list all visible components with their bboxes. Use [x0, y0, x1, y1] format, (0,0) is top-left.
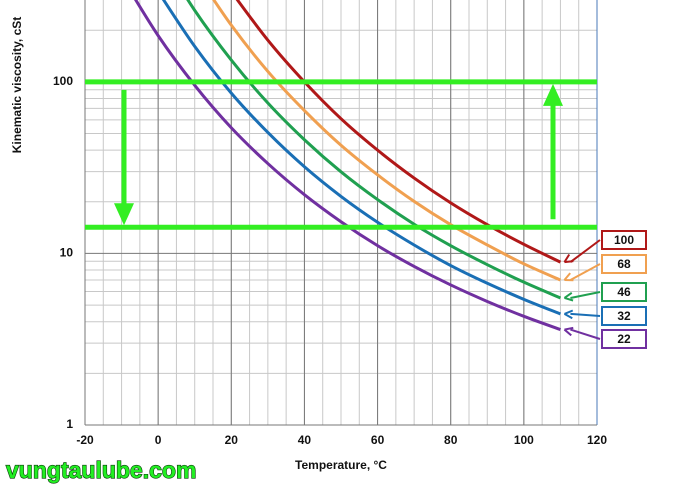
- y-tick-label: 1: [66, 417, 73, 431]
- x-tick-label: 120: [587, 433, 607, 447]
- y-tick-label: 10: [60, 246, 74, 260]
- legend-box: [601, 282, 647, 302]
- legend-box: [601, 230, 647, 250]
- legend-box: [601, 306, 647, 326]
- legend-pointer: [570, 312, 601, 317]
- arrow-head: [114, 203, 134, 226]
- overlay: 100 68 46 32 22: [85, 79, 647, 349]
- x-tick-label: -20: [76, 433, 94, 447]
- viscosity-curve: [134, 0, 561, 331]
- legend-pointer: [570, 328, 601, 340]
- legend-pointer-head: [563, 291, 574, 302]
- y-tick-label: 100: [53, 74, 73, 88]
- watermark: vungtaulube.com: [6, 457, 196, 483]
- viscosity-curve: [235, 0, 562, 264]
- legend-pointer-head: [563, 326, 574, 337]
- x-tick-label: 20: [225, 433, 239, 447]
- x-tick-label: 80: [444, 433, 458, 447]
- legend-label: 46: [617, 285, 631, 299]
- legend-pointer-head: [563, 309, 574, 320]
- legend-pointer: [569, 239, 601, 263]
- legend-label: 32: [617, 309, 631, 323]
- curves: [134, 0, 562, 331]
- legend-pointer-head: [563, 272, 574, 282]
- legend-label: 100: [614, 233, 634, 247]
- x-tick-label: 60: [371, 433, 385, 447]
- legend-label: 68: [617, 257, 631, 271]
- viscosity-curve: [186, 0, 562, 300]
- x-tick-label: 40: [298, 433, 312, 447]
- legend-pointer-head: [563, 253, 574, 264]
- legend-box: [601, 254, 647, 274]
- x-tick-label: 100: [514, 433, 534, 447]
- x-axis-label: Temperature, °C: [295, 458, 387, 472]
- x-tick-label: 0: [155, 433, 162, 447]
- y-axis-label: Kinematic viscosity, cSt: [10, 17, 24, 154]
- legend-box: [601, 329, 647, 349]
- arrow-head: [543, 83, 563, 106]
- legend-label: 22: [617, 332, 631, 346]
- viscosity-curve: [212, 0, 562, 282]
- legend-pointer: [570, 291, 601, 299]
- legend-pointer: [569, 263, 601, 281]
- viscosity-curve: [161, 0, 561, 316]
- grid: [84, 0, 598, 426]
